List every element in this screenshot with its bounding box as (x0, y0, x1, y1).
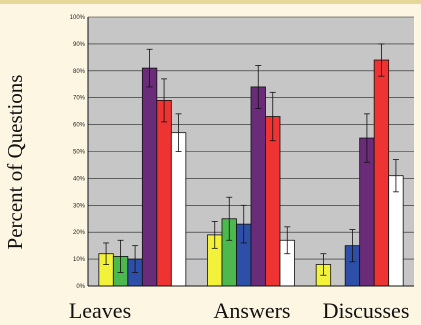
y-tick-label: 30% (73, 203, 86, 209)
decorative-top-strip (0, 0, 421, 4)
y-tick-label: 20% (73, 230, 86, 236)
y-tick-label: 70% (73, 96, 86, 102)
y-tick-label: 50% (73, 150, 86, 156)
y-tick-label: 80% (73, 69, 86, 75)
x-category-label: Discusses (323, 298, 410, 323)
y-tick-labels: 0% 10% 20% 30% 40% 50% 60% 70% 80% 90% 100% (70, 15, 86, 290)
y-tick-label: 0% (76, 284, 85, 290)
bar (156, 99, 172, 287)
y-tick-label: 10% (73, 257, 86, 263)
error-bars (103, 43, 399, 276)
bar (265, 116, 281, 287)
bar (170, 132, 187, 287)
bar (388, 175, 404, 287)
bar (141, 67, 158, 287)
y-tick-label: 60% (73, 123, 86, 129)
category-labels: Leaves Answers Discusses (69, 298, 410, 323)
x-category-label: Leaves (69, 298, 131, 323)
bars (98, 59, 404, 287)
x-category-label: Answers (214, 298, 291, 323)
y-tick-label: 90% (73, 42, 86, 48)
y-tick-label: 100% (70, 15, 86, 21)
bar (373, 59, 390, 287)
bar (250, 86, 266, 287)
y-tick-label: 40% (73, 176, 86, 182)
